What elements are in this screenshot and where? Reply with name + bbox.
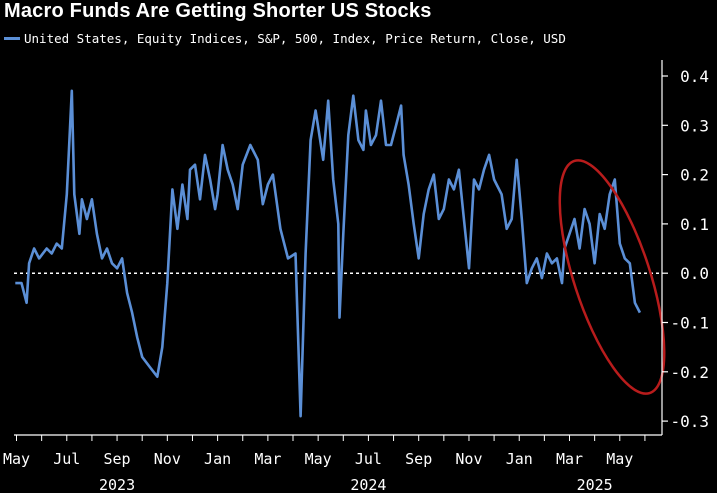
x-tick-label: Jul <box>53 450 80 468</box>
x-year-label: 2025 <box>577 476 613 493</box>
legend: United States, Equity Indices, S&P, 500,… <box>4 31 566 46</box>
x-tick-label: Sep <box>405 450 432 468</box>
y-tick-label: 0.3 <box>680 116 709 135</box>
y-tick-label: 0.4 <box>680 67 709 86</box>
y-tick-label: -0.1 <box>670 314 709 333</box>
x-tick-label: Mar <box>254 450 281 468</box>
series-line <box>15 89 642 418</box>
x-year-label: 2023 <box>99 476 135 493</box>
x-ticks: May Jul Sep Nov Jan Mar May Jul Sep Nov Jan Mar May 2… <box>3 435 646 493</box>
x-tick-label: Jan <box>506 450 533 468</box>
x-tick-label: May <box>3 450 30 468</box>
y-tick-label: -0.3 <box>670 412 709 431</box>
y-tick-label: 0.0 <box>680 264 709 283</box>
chart-title: Macro Funds Are Getting Shorter US Stock… <box>4 0 432 22</box>
x-tick-label: Mar <box>556 450 583 468</box>
x-tick-label: Nov <box>154 450 181 468</box>
x-tick-label: Sep <box>104 450 131 468</box>
legend-label: United States, Equity Indices, S&P, 500,… <box>24 31 566 46</box>
y-tick-label: 0.1 <box>680 215 709 234</box>
y-ticks: -0.3 -0.2 -0.1 0.0 0.1 0.2 0.3 0.4 <box>662 67 709 431</box>
x-tick-label: Jul <box>355 450 382 468</box>
x-tick-label: Nov <box>455 450 482 468</box>
x-tick-label: May <box>606 450 633 468</box>
y-tick-label: 0.2 <box>680 166 709 185</box>
x-tick-label: May <box>305 450 332 468</box>
highlight-ellipse <box>558 159 666 395</box>
x-year-label: 2024 <box>350 476 386 493</box>
y-tick-label: -0.2 <box>670 363 709 382</box>
x-tick-label: Jan <box>204 450 231 468</box>
legend-swatch <box>4 37 20 40</box>
